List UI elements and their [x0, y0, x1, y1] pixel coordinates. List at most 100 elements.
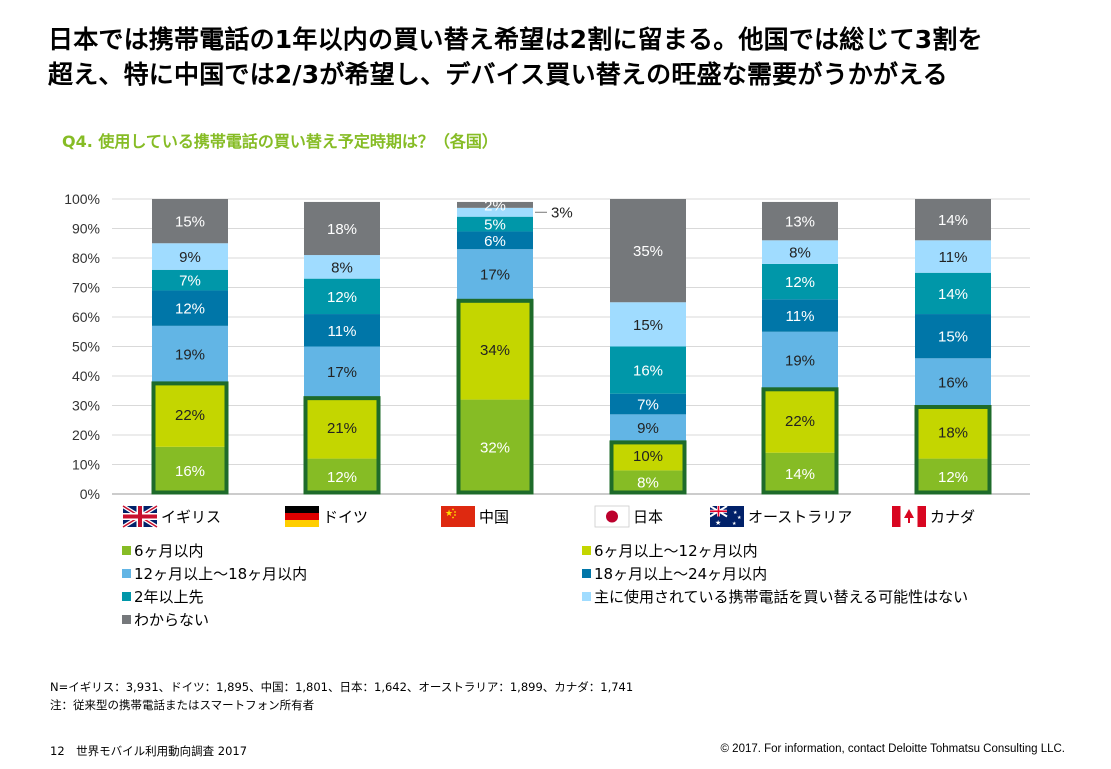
- legend-item: わからない: [122, 609, 209, 630]
- highlight-outline: [303, 396, 381, 495]
- data-label: 12%: [327, 289, 357, 306]
- data-label: 32%: [480, 439, 510, 456]
- legend-label: 12ヶ月以上～18ヶ月以内: [134, 565, 308, 583]
- germany-flag-icon: [285, 506, 319, 527]
- australia-flag-icon-part: ★: [715, 519, 721, 527]
- page-footer: 12 世界モバイル利用動向調査 2017: [50, 744, 248, 758]
- bar-segment: [762, 201, 838, 241]
- bar-segment: [457, 207, 533, 217]
- data-label: 8%: [331, 259, 353, 276]
- question-title: Q4. 使用している携帯電話の買い替え予定時期は？（各国）: [62, 132, 498, 151]
- canada-flag-icon-part: [892, 506, 901, 527]
- category-label: オーストラリア: [748, 508, 852, 526]
- china-flag-icon-part: [441, 506, 475, 527]
- data-label: 35%: [633, 243, 663, 260]
- data-label: 11%: [328, 323, 357, 340]
- data-label: 5%: [484, 217, 506, 234]
- bar-segment: [457, 201, 533, 208]
- australia-flag-icon-part: ★: [732, 521, 737, 527]
- bar-segment: [457, 249, 533, 300]
- bar-segment: [610, 393, 686, 415]
- bar-segment: [304, 346, 380, 397]
- stacked-bar-chart: 0% 10% 20% 30% 40% 50% 60% 70% 80% 90% 100% 16% 22% 1…: [64, 191, 1030, 529]
- bar-segment: [152, 325, 228, 382]
- data-label: 17%: [480, 267, 510, 284]
- bar-segment: [457, 216, 533, 232]
- data-label: 19%: [175, 346, 205, 363]
- bar-segment: [152, 269, 228, 291]
- legend-item: 主に使用されている携帯電話を買い替える可能性はない: [582, 586, 968, 607]
- legend-label: わからない: [134, 611, 210, 629]
- china-flag-icon: ★: [441, 506, 475, 527]
- australia-flag-icon: ★★★★: [709, 505, 744, 527]
- legend-item: 18ヶ月以上～24ヶ月以内: [582, 563, 767, 584]
- bar-segment: [152, 446, 228, 494]
- data-label: 22%: [175, 407, 205, 424]
- data-label: 17%: [327, 364, 357, 381]
- bar-segment: [304, 314, 380, 347]
- bar-segment: [610, 470, 686, 494]
- china-flag-icon-part: ★: [445, 509, 453, 519]
- china-flag-icon-part: [452, 516, 454, 519]
- data-label: 16%: [633, 363, 663, 380]
- bar-segment: [915, 405, 991, 459]
- headline: 日本では携帯電話の1年以内の買い替え希望は2割に留まる。他国では総じて3割を 超…: [48, 22, 1088, 92]
- data-label: 8%: [789, 245, 811, 262]
- legend-swatch: [122, 592, 131, 601]
- highlight-outline: [761, 387, 839, 495]
- data-label: 14%: [938, 286, 968, 303]
- data-label: 16%: [175, 463, 205, 480]
- bar-segment: [762, 240, 838, 264]
- bar-segment: [610, 199, 686, 303]
- legend-label: 2年以上先: [134, 588, 204, 606]
- germany-flag-icon-part: [285, 513, 319, 520]
- data-label: 19%: [785, 352, 815, 369]
- germany-flag-icon-part: [285, 520, 319, 527]
- highlight-outline: [914, 405, 992, 495]
- highlight-outline: [456, 298, 534, 495]
- bar-segment: [152, 199, 228, 244]
- data-label: 21%: [327, 420, 357, 437]
- bar-segment: [915, 199, 991, 241]
- category-label: 中国: [479, 508, 509, 526]
- germany-flag-icon-part: [285, 506, 319, 513]
- data-label: 12%: [327, 469, 357, 486]
- y-tick-label: 30%: [72, 398, 100, 414]
- bar-segment: [915, 240, 991, 273]
- japan-flag-icon: [594, 505, 630, 528]
- y-tick-label: 40%: [72, 368, 100, 384]
- bar-segment: [762, 452, 838, 494]
- data-label: 14%: [785, 466, 815, 483]
- legend-swatch: [582, 592, 591, 601]
- category-label: カナダ: [930, 508, 975, 526]
- bar-segment: [610, 346, 686, 394]
- data-label: 9%: [637, 420, 659, 437]
- legend-item: 12ヶ月以上～18ヶ月以内: [122, 563, 307, 584]
- highlight-outline: [151, 381, 229, 495]
- bar-segment: [152, 290, 228, 326]
- category-label: ドイツ: [323, 508, 368, 526]
- legend-swatch: [122, 546, 131, 555]
- bar-segment: [304, 278, 380, 315]
- category-label: 日本: [633, 508, 663, 526]
- copyright: © 2017. For information, contact Deloitt…: [720, 743, 1066, 755]
- legend-item: 6ヶ月以上～12ヶ月以内: [582, 540, 758, 561]
- y-tick-label: 70%: [72, 280, 100, 296]
- data-label: 16%: [938, 374, 968, 391]
- notes: N=イギリス：3,931、ドイツ：1,895、中国：1,801、日本：1,642…: [50, 678, 633, 714]
- bar-segment: [457, 399, 533, 494]
- bar-segment: [152, 381, 228, 447]
- legend-label: 6ヶ月以内: [134, 542, 204, 560]
- bar-segment: [304, 201, 380, 256]
- china-flag-icon-part: [454, 511, 456, 513]
- bar-segment: [304, 396, 380, 459]
- data-label: 11%: [939, 249, 968, 266]
- bar-segment: [610, 440, 686, 471]
- footnote: 注：従来型の携帯電話またはスマートフォン所有者: [50, 698, 315, 712]
- callout-label: 3%: [551, 204, 573, 221]
- data-label: 7%: [637, 397, 659, 414]
- data-label: 12%: [938, 469, 968, 486]
- canada-flag-icon-part: [917, 506, 926, 527]
- bar-segment: [457, 231, 533, 250]
- legend-swatch: [582, 569, 591, 578]
